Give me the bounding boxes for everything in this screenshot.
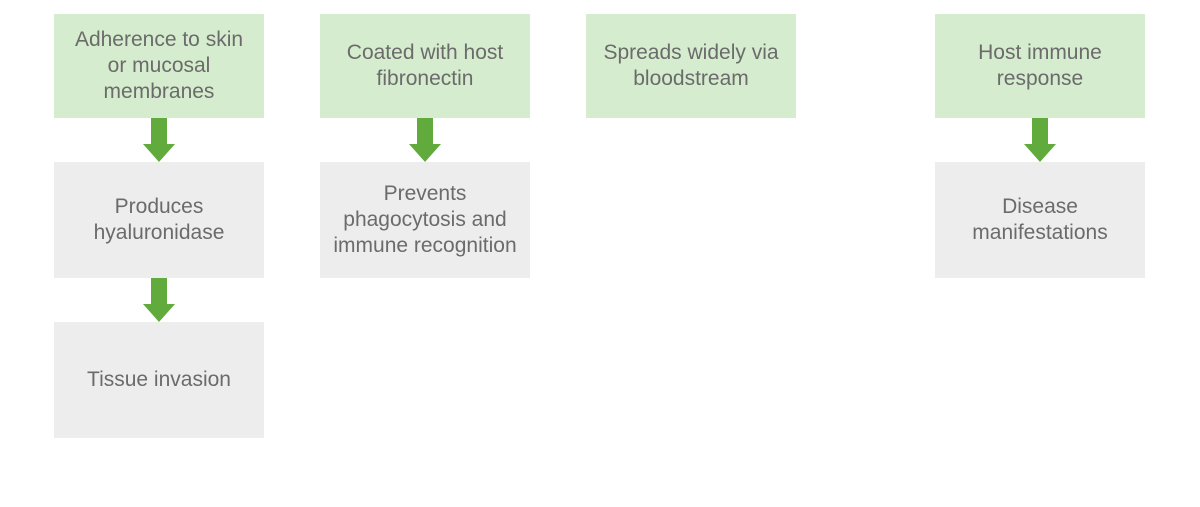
box-adherence-top: Adherence to skin or mucosal membranes bbox=[54, 14, 264, 118]
box-immune-bot: Disease manifestations bbox=[935, 162, 1145, 278]
box-label: Disease manifestations bbox=[945, 194, 1135, 247]
box-immune-top: Host immune response bbox=[935, 14, 1145, 118]
arrow-down-icon bbox=[54, 118, 264, 162]
box-label: Produces hyaluronidase bbox=[64, 194, 254, 247]
box-fibronectin-bot: Prevents phagocytosis and immune recogni… bbox=[320, 162, 530, 278]
box-label: Spreads widely via bloodstream bbox=[596, 40, 786, 93]
box-adherence-bot: Tissue invasion bbox=[54, 322, 264, 438]
box-adherence-mid: Produces hyaluronidase bbox=[54, 162, 264, 278]
arrow-down-icon bbox=[935, 118, 1145, 162]
box-bloodstream-top: Spreads widely via bloodstream bbox=[586, 14, 796, 118]
box-label: Host immune response bbox=[945, 40, 1135, 93]
flow-column-immune: Host immune response Disease manifestati… bbox=[935, 14, 1145, 278]
box-label: Coated with host fibronectin bbox=[330, 40, 520, 93]
arrow-down-icon bbox=[320, 118, 530, 162]
box-fibronectin-top: Coated with host fibronectin bbox=[320, 14, 530, 118]
flow-column-fibronectin: Coated with host fibronectin Prevents ph… bbox=[320, 14, 530, 278]
box-label: Tissue invasion bbox=[87, 367, 231, 393]
arrow-down-icon bbox=[54, 278, 264, 322]
flow-column-bloodstream: Spreads widely via bloodstream bbox=[586, 14, 796, 118]
box-label: Adherence to skin or mucosal membranes bbox=[64, 27, 254, 106]
box-label: Prevents phagocytosis and immune recogni… bbox=[330, 181, 520, 260]
flow-column-adherence: Adherence to skin or mucosal membranes P… bbox=[54, 14, 264, 438]
